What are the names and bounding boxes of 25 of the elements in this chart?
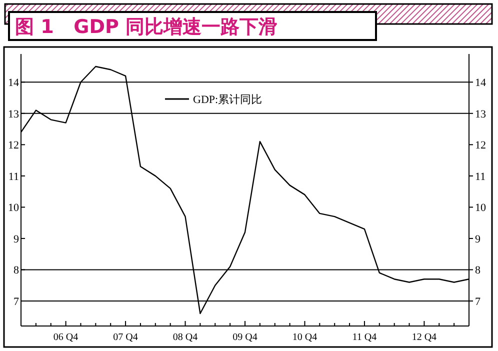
y2-tick-label: 12 bbox=[475, 140, 486, 152]
y-tick-label: 13 bbox=[8, 108, 20, 120]
y-tick-label: 11 bbox=[8, 170, 19, 183]
y-tick-label: 10 bbox=[8, 202, 20, 214]
y-tick-label: 7 bbox=[14, 296, 20, 308]
legend-label: GDP:累计同比 bbox=[193, 93, 262, 106]
x-tick-label: 09 Q4 bbox=[232, 332, 258, 343]
y2-tick-label: 13 bbox=[475, 108, 486, 120]
y2-tick-label: 11 bbox=[475, 170, 486, 183]
y-tick-label: 8 bbox=[14, 264, 20, 277]
y2-tick-label: 8 bbox=[475, 264, 481, 277]
x-tick-label: 08 Q4 bbox=[172, 332, 198, 343]
y-tick-label: 9 bbox=[14, 233, 20, 246]
y2-tick-label: 9 bbox=[475, 233, 481, 246]
x-tick-label: 10 Q4 bbox=[292, 332, 318, 343]
y-tick-label: 14 bbox=[8, 77, 20, 90]
x-tick-label: 07 Q4 bbox=[113, 332, 138, 343]
x-tick-label: 06 Q4 bbox=[53, 332, 78, 343]
y2-tick-label: 14 bbox=[475, 77, 486, 90]
x-tick-label: 12 Q4 bbox=[412, 332, 437, 343]
y2-tick-label: 10 bbox=[475, 202, 486, 214]
x-tick-label: 11 Q4 bbox=[352, 332, 377, 343]
y2-tick-label: 7 bbox=[475, 296, 481, 308]
y-tick-label: 12 bbox=[8, 140, 19, 152]
chart-title: 图 1 GDP 同比增速一路下滑 bbox=[15, 16, 278, 38]
